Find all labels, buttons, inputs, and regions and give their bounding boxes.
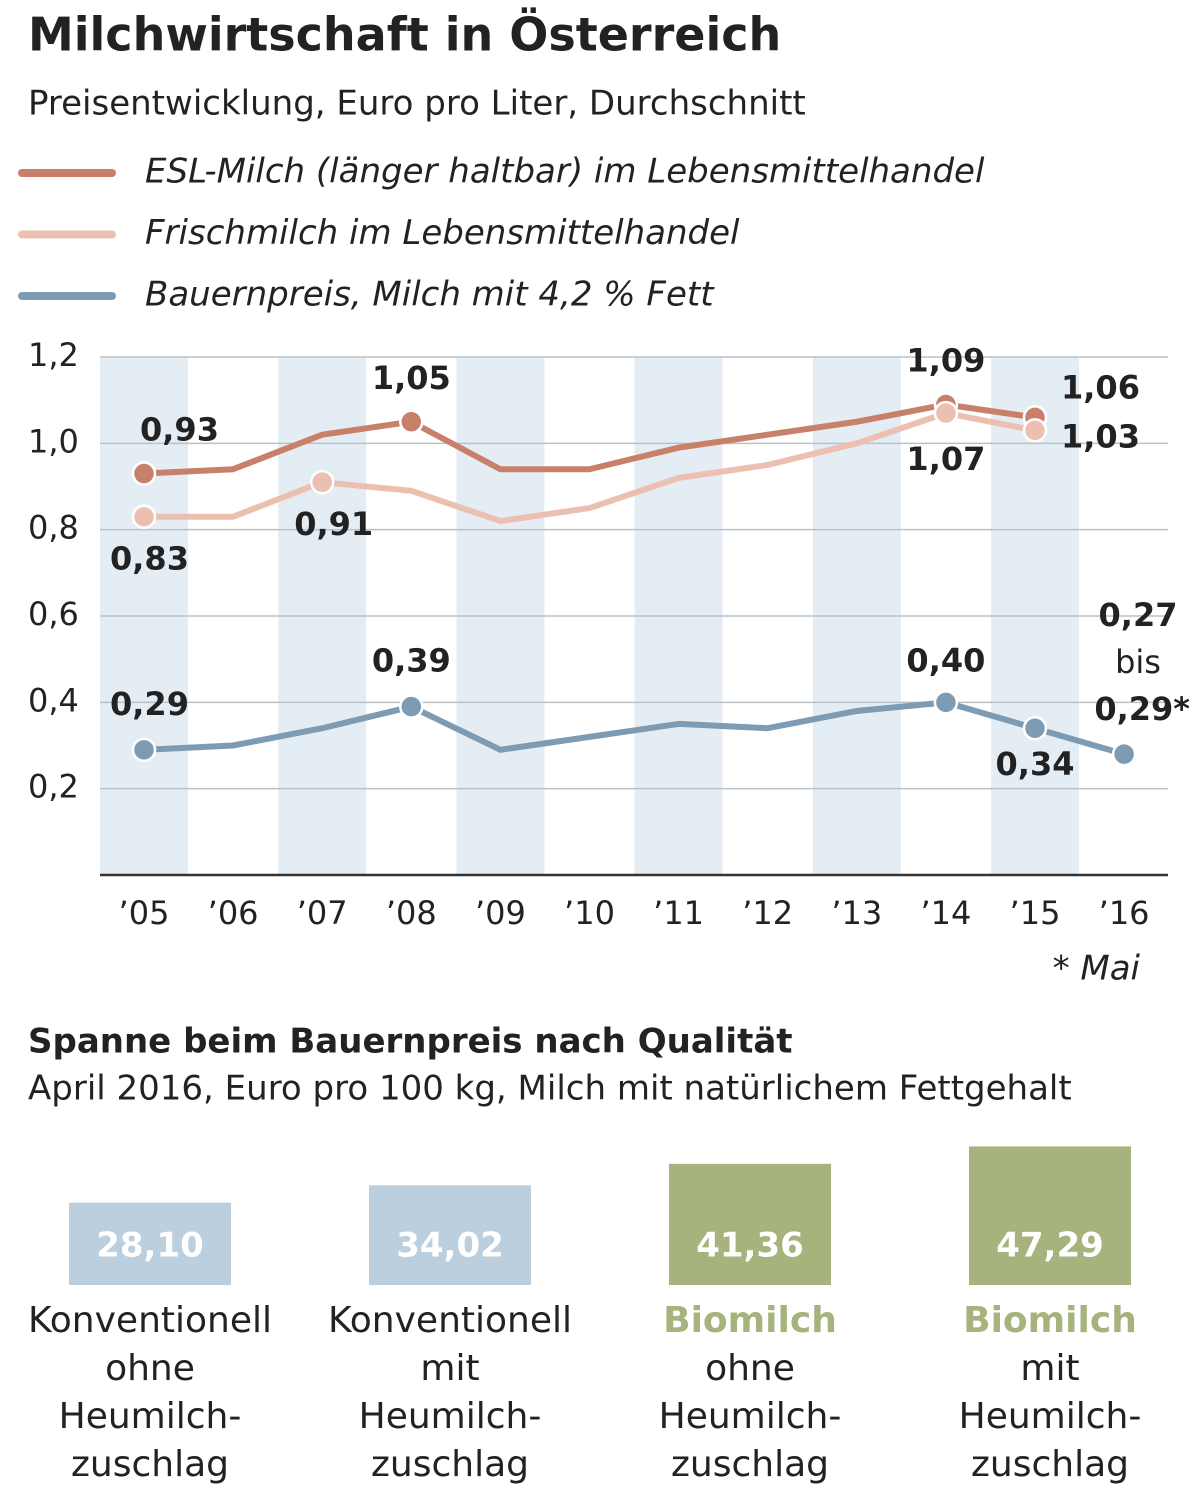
point bbox=[131, 461, 157, 486]
legend-label: Frischmilch im Lebensmittelhandel bbox=[145, 213, 740, 253]
data-label: 0,83 bbox=[110, 540, 189, 578]
legend-label: ESL-Milch (länger haltbar) im Lebensmitt… bbox=[145, 152, 985, 192]
x-tick-label: ’07 bbox=[297, 894, 348, 932]
bar-label: 34,02 bbox=[396, 1226, 504, 1266]
category-label: Konventionell bbox=[328, 1300, 572, 1341]
point bbox=[1111, 741, 1137, 767]
category-label: Biomilch bbox=[663, 1300, 837, 1341]
x-tick-label: ’13 bbox=[831, 894, 882, 932]
y-tick-label: 0,2 bbox=[28, 768, 79, 806]
x-tick-label: ’08 bbox=[386, 894, 437, 932]
series-line bbox=[143, 401, 1036, 477]
x-tick-label: ’09 bbox=[475, 894, 526, 932]
subtitle: Preisentwicklung, Euro pro Liter, Durchs… bbox=[28, 84, 806, 124]
category-label: Heumilch- bbox=[59, 1396, 242, 1437]
series-line bbox=[143, 699, 1125, 758]
data-label: 1,05 bbox=[372, 359, 451, 397]
x-tick-label: ’05 bbox=[119, 894, 170, 932]
data-label: 1,06 bbox=[1061, 368, 1140, 406]
footnote: * Mai bbox=[1053, 949, 1141, 989]
y-tick-label: 1,0 bbox=[28, 422, 79, 460]
category-label: Heumilch- bbox=[359, 1396, 542, 1437]
y-tick-label: 0,8 bbox=[28, 509, 79, 547]
category-label: zuschlag bbox=[671, 1444, 829, 1485]
bar-label: 41,36 bbox=[696, 1226, 804, 1266]
data-label: 0,93 bbox=[140, 411, 219, 449]
data-label: 0,91 bbox=[294, 505, 373, 543]
y-tick-label: 0,6 bbox=[28, 595, 79, 633]
point bbox=[1022, 418, 1048, 443]
point bbox=[1022, 715, 1048, 741]
annotation: 0,27 bbox=[1099, 596, 1178, 634]
category-label: zuschlag bbox=[971, 1444, 1129, 1485]
bar bbox=[669, 1163, 831, 1285]
point bbox=[933, 690, 959, 715]
x-tick-label: ’11 bbox=[653, 894, 704, 932]
category-label: Biomilch bbox=[963, 1300, 1137, 1341]
point bbox=[399, 694, 424, 719]
annotation: bis bbox=[1115, 643, 1161, 681]
data-label: 1,07 bbox=[906, 440, 985, 478]
point bbox=[131, 737, 157, 763]
bar bbox=[969, 1146, 1131, 1285]
point bbox=[933, 400, 959, 426]
x-tick-label: ’06 bbox=[208, 894, 259, 932]
x-tick-label: ’12 bbox=[742, 894, 793, 932]
category-label: Heumilch- bbox=[659, 1396, 842, 1437]
category-label: zuschlag bbox=[71, 1444, 229, 1485]
bar bbox=[69, 1202, 231, 1285]
x-tick-label: ’14 bbox=[920, 894, 971, 932]
y-tick-label: 0,4 bbox=[28, 681, 79, 719]
data-label: 0,40 bbox=[906, 641, 985, 679]
category-label: ohne bbox=[705, 1348, 795, 1389]
data-label: 0,29 bbox=[110, 685, 189, 723]
data-label: 0,34 bbox=[996, 745, 1075, 783]
y-tick-label: 1,2 bbox=[28, 336, 79, 374]
bar-label: 47,29 bbox=[996, 1226, 1104, 1266]
data-label: 0,39 bbox=[372, 642, 451, 680]
title: Milchwirtschaft in Österreich bbox=[28, 8, 781, 62]
x-tick-label: ’16 bbox=[1099, 894, 1150, 932]
point bbox=[399, 409, 424, 434]
category-label: Konventionell bbox=[28, 1300, 272, 1341]
bar-subtitle: April 2016, Euro pro 100 kg, Milch mit n… bbox=[28, 1069, 1072, 1109]
category-label: Heumilch- bbox=[959, 1396, 1142, 1437]
data-label: 1,09 bbox=[906, 341, 985, 379]
category-label: mit bbox=[420, 1348, 479, 1389]
point bbox=[131, 504, 157, 529]
annotation: 0,29* bbox=[1094, 690, 1190, 728]
data-label: 1,03 bbox=[1061, 417, 1140, 455]
bar-label: 28,10 bbox=[96, 1226, 204, 1266]
x-tick-label: ’15 bbox=[1010, 894, 1061, 932]
x-tick-label: ’10 bbox=[564, 894, 615, 932]
point bbox=[309, 469, 335, 495]
category-label: zuschlag bbox=[371, 1444, 529, 1485]
category-label: mit bbox=[1020, 1348, 1079, 1389]
series-line bbox=[144, 410, 1036, 525]
category-label: ohne bbox=[105, 1348, 195, 1389]
legend-label: Bauernpreis, Milch mit 4,2 % Fett bbox=[145, 275, 715, 315]
bar-title: Spanne beim Bauernpreis nach Qualität bbox=[28, 1022, 793, 1062]
bar bbox=[369, 1185, 531, 1285]
